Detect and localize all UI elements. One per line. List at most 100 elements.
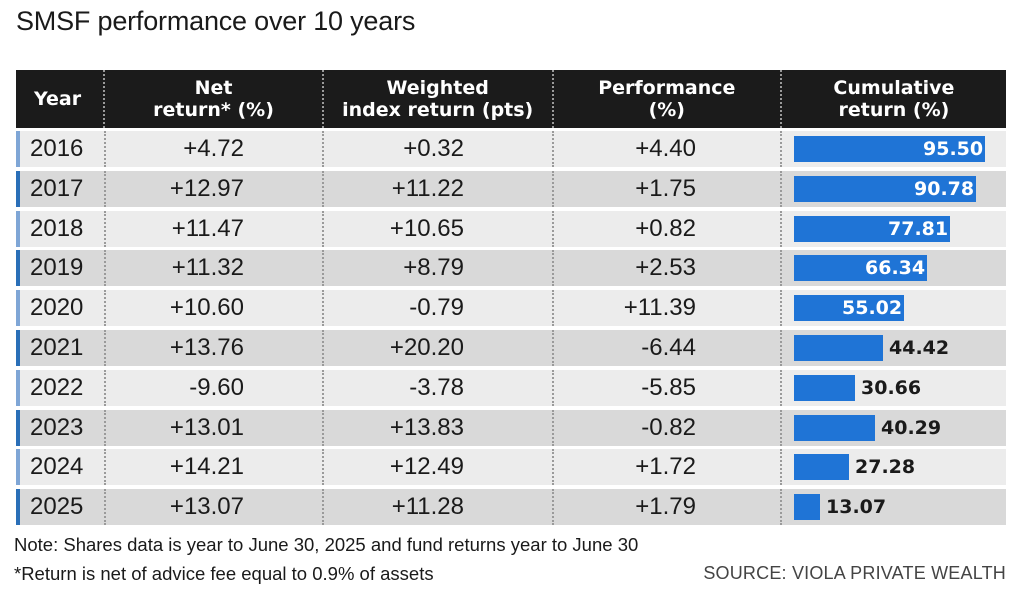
- cell-net-return: +10.60: [104, 290, 322, 327]
- cumulative-bar-label: 77.81: [888, 217, 949, 240]
- cell-year: 2023: [16, 409, 104, 446]
- cell-net-return: +12.97: [104, 170, 322, 207]
- table-body: 2016 +4.72 +0.32 +4.40 95.50 2017 +12.97 +11.22…: [16, 131, 1006, 526]
- table-row: 2018 +11.47 +10.65 +0.82 77.81: [16, 210, 1006, 247]
- cumulative-bar: [794, 374, 855, 401]
- row-marker: [16, 409, 20, 446]
- header-wir-line2: index return (pts): [342, 99, 534, 121]
- cumulative-bar: [794, 175, 976, 202]
- row-marker: [16, 250, 20, 287]
- cell-weighted-index-return: +11.22: [322, 170, 552, 207]
- cell-cumulative-return: 77.81: [780, 210, 1006, 247]
- cell-performance: -5.85: [552, 369, 780, 406]
- cell-performance: +1.72: [552, 449, 780, 486]
- note-advice-fee: *Return is net of advice fee equal to 0.…: [14, 563, 434, 584]
- cumulative-bar-label: 95.50: [923, 138, 984, 160]
- table-row: 2016 +4.72 +0.32 +4.40 95.50: [16, 131, 1006, 167]
- cell-net-return: -9.60: [104, 369, 322, 406]
- cumulative-bar: [794, 255, 927, 282]
- header-perf-line2: (%): [648, 99, 685, 121]
- table-row: 2023 +13.01 +13.83 -0.82 40.29: [16, 409, 1006, 446]
- header-net-return: Net return* (%): [103, 70, 321, 128]
- cell-year: 2022: [16, 369, 104, 406]
- cell-weighted-index-return: +10.65: [322, 210, 552, 247]
- cell-net-return: +13.01: [104, 409, 322, 446]
- header-net-line2: return* (%): [153, 99, 274, 121]
- cell-weighted-index-return: +11.28: [322, 489, 552, 526]
- cell-performance: +1.75: [552, 170, 780, 207]
- header-perf-line1: Performance: [598, 77, 736, 99]
- cumulative-bar-label: 66.34: [865, 257, 926, 280]
- cell-performance: +4.40: [552, 131, 780, 167]
- table-row: 2025 +13.07 +11.28 +1.79 13.07: [16, 489, 1006, 526]
- cumulative-bar: [794, 414, 875, 441]
- header-cumulative-return: Cumulative return (%): [779, 70, 1006, 128]
- cell-cumulative-return: 30.66: [780, 369, 1006, 406]
- table-row: 2021 +13.76 +20.20 -6.44 44.42: [16, 329, 1006, 366]
- cumulative-bar: [794, 215, 950, 242]
- row-marker: [16, 329, 20, 366]
- cell-performance: +11.39: [552, 290, 780, 327]
- page-title: SMSF performance over 10 years: [16, 6, 416, 36]
- cell-net-return: +13.07: [104, 489, 322, 526]
- cell-year: 2019: [16, 250, 104, 287]
- cell-weighted-index-return: -3.78: [322, 369, 552, 406]
- cell-net-return: +11.32: [104, 250, 322, 287]
- cell-year: 2017: [16, 170, 104, 207]
- cell-weighted-index-return: +0.32: [322, 131, 552, 167]
- cell-year: 2020: [16, 290, 104, 327]
- cell-year: 2018: [16, 210, 104, 247]
- cumulative-bar-label: 40.29: [881, 416, 942, 439]
- table-row: 2020 +10.60 -0.79 +11.39 55.02: [16, 290, 1006, 327]
- cumulative-bar-label: 30.66: [861, 376, 922, 399]
- table-row: 2017 +12.97 +11.22 +1.75 90.78: [16, 170, 1006, 207]
- header-year: Year: [34, 88, 82, 110]
- cumulative-bar: [794, 454, 849, 481]
- table-row: 2022 -9.60 -3.78 -5.85 30.66: [16, 369, 1006, 406]
- cell-cumulative-return: 66.34: [780, 250, 1006, 287]
- header-cum-line1: Cumulative: [833, 77, 955, 99]
- cumulative-bar: [794, 334, 883, 361]
- performance-table: Year Net return* (%) Weighted index retu…: [16, 70, 1006, 529]
- table-header: Year Net return* (%) Weighted index retu…: [16, 70, 1006, 128]
- cell-year: 2025: [16, 489, 104, 526]
- cumulative-bar-label: 44.42: [889, 336, 950, 359]
- cell-performance: +2.53: [552, 250, 780, 287]
- cell-cumulative-return: 95.50: [780, 131, 1006, 167]
- cell-cumulative-return: 90.78: [780, 170, 1006, 207]
- cell-year: 2016: [16, 131, 104, 167]
- row-marker: [16, 369, 20, 406]
- row-marker: [16, 170, 20, 207]
- cell-year: 2024: [16, 449, 104, 486]
- table-row: 2024 +14.21 +12.49 +1.72 27.28: [16, 449, 1006, 486]
- cell-weighted-index-return: +8.79: [322, 250, 552, 287]
- cell-net-return: +13.76: [104, 329, 322, 366]
- row-marker: [16, 290, 20, 327]
- cell-cumulative-return: 13.07: [780, 489, 1006, 526]
- cell-weighted-index-return: +13.83: [322, 409, 552, 446]
- cumulative-bar-label: 90.78: [914, 177, 975, 200]
- cell-net-return: +14.21: [104, 449, 322, 486]
- header-cum-line2: return (%): [838, 99, 950, 121]
- cumulative-bar-label: 55.02: [842, 297, 903, 320]
- cell-performance: +1.79: [552, 489, 780, 526]
- cell-weighted-index-return: -0.79: [322, 290, 552, 327]
- cell-performance: +0.82: [552, 210, 780, 247]
- note-shares-data: Note: Shares data is year to June 30, 20…: [14, 534, 639, 555]
- row-marker: [16, 131, 20, 167]
- source-credit: SOURCE: VIOLA PRIVATE WEALTH: [703, 563, 1006, 583]
- cumulative-bar: [794, 295, 904, 322]
- cell-performance: -0.82: [552, 409, 780, 446]
- header-net-line1: Net: [194, 77, 233, 99]
- cell-cumulative-return: 27.28: [780, 449, 1006, 486]
- cumulative-bar-label: 27.28: [855, 456, 916, 479]
- row-marker: [16, 489, 20, 526]
- cell-weighted-index-return: +20.20: [322, 329, 552, 366]
- header-wir-line1: Weighted: [386, 77, 489, 99]
- cell-net-return: +4.72: [104, 131, 322, 167]
- header-weighted-index-return: Weighted index return (pts): [321, 70, 552, 128]
- cell-year: 2021: [16, 329, 104, 366]
- cell-cumulative-return: 40.29: [780, 409, 1006, 446]
- cumulative-bar-label: 13.07: [826, 496, 887, 519]
- cell-cumulative-return: 44.42: [780, 329, 1006, 366]
